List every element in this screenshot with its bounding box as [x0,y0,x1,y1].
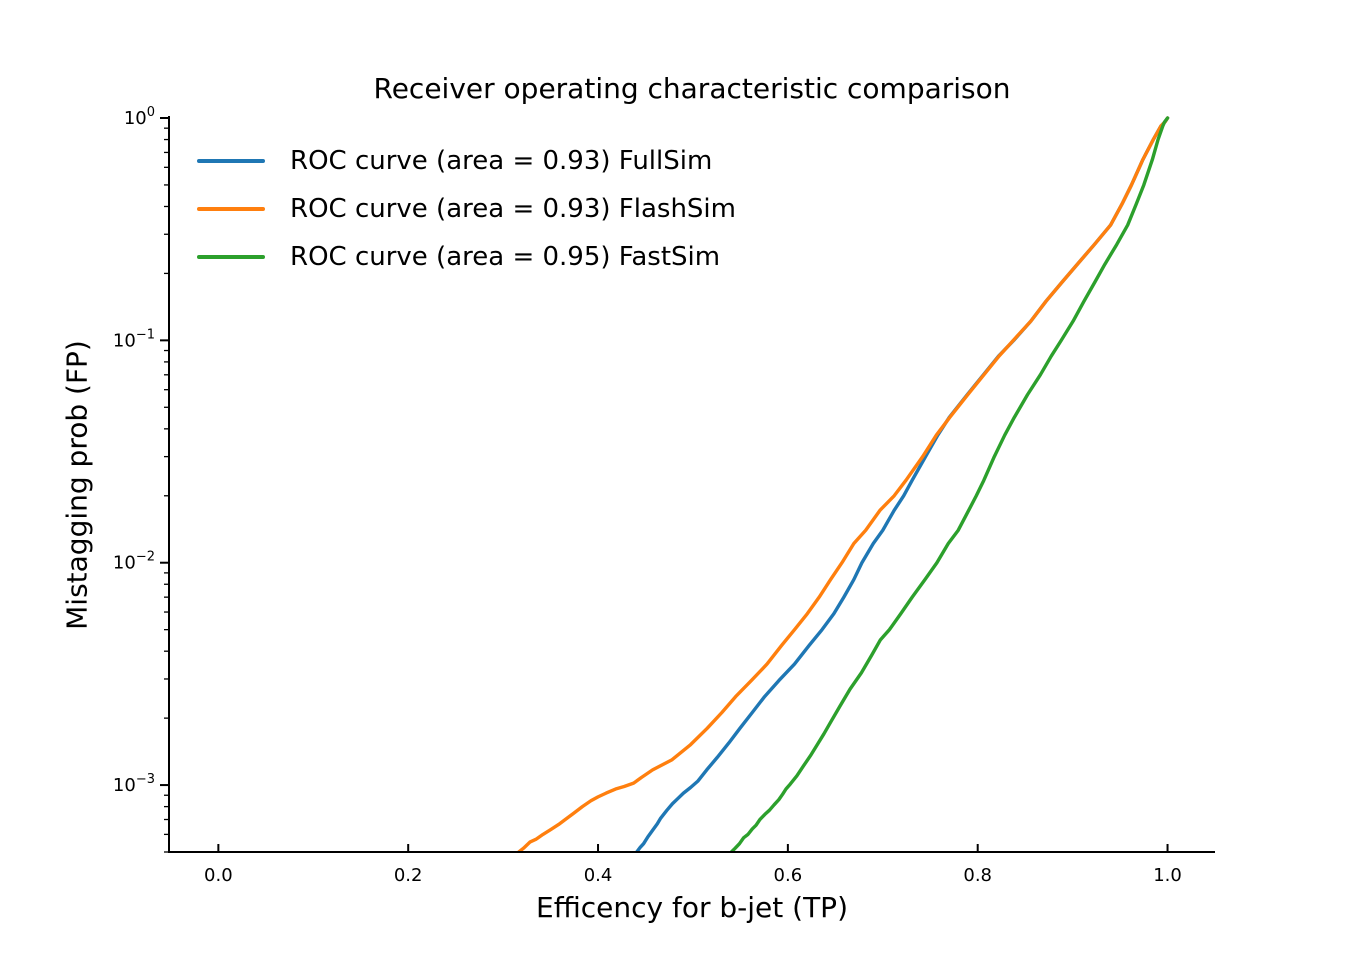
legend-label: ROC curve (area = 0.95) FastSim [290,242,721,272]
legend-entry-flashsim: ROC curve (area = 0.93) FlashSim [197,185,736,233]
legend-label: ROC curve (area = 0.93) FlashSim [290,194,736,224]
legend-label: ROC curve (area = 0.93) FullSim [290,146,713,176]
y-tick-label: 10−3 [113,772,155,796]
legend-line-swatch [197,159,265,163]
y-tick-label: 100 [124,105,155,129]
legend: ROC curve (area = 0.93) FullSim ROC curve… [197,137,736,281]
y-tick-label: 10−1 [113,327,155,351]
legend-line-swatch [197,255,265,259]
roc-curve-fastsim [729,116,1170,852]
legend-entry-fullsim: ROC curve (area = 0.93) FullSim [197,137,736,185]
legend-entry-fastsim: ROC curve (area = 0.95) FastSim [197,233,736,281]
x-tick-label: 1.0 [1153,865,1182,886]
legend-line-swatch [197,207,265,211]
x-tick-label: 0.6 [774,865,803,886]
chart-title: Receiver operating characteristic compar… [373,72,1011,105]
x-tick-label: 0.8 [963,865,992,886]
roc-curve-flashsim [516,116,1170,852]
y-axis-label: Mistagging prob (FP) [60,340,94,630]
x-tick-label: 0.0 [204,865,233,886]
y-tick-label: 10−2 [113,550,155,574]
x-tick-label: 0.2 [394,865,423,886]
x-tick-label: 0.4 [584,865,613,886]
x-axis-label: Efficency for b-jet (TP) [536,891,848,924]
